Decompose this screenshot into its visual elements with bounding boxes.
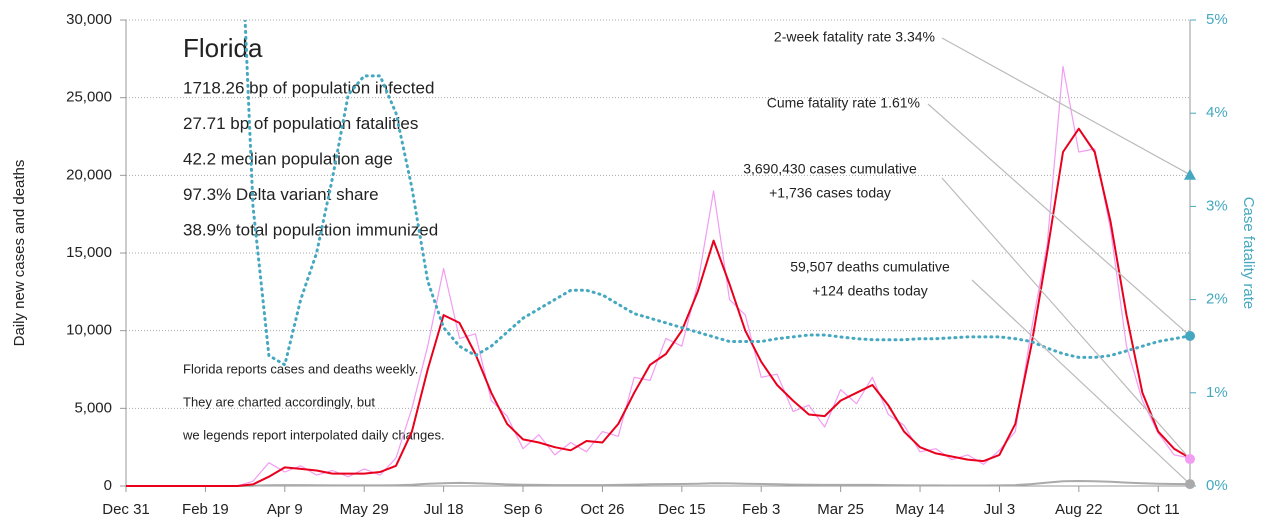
x-tick-label: Mar 25 [817,501,864,518]
info-line: 97.3% Delta variant share [183,185,379,204]
annotation-text: 59,507 deaths cumulative [790,259,950,275]
y2-tick-label: 0% [1206,477,1228,494]
y2-tick-label: 1% [1206,384,1228,401]
y2-tick-label: 4% [1206,104,1228,121]
note-line: They are charted accordingly, but [183,394,375,409]
y-tick-label: 25,000 [66,89,112,106]
series-line [243,20,1190,367]
info-line: 1718.26 bp of population infected [183,78,434,97]
x-tick-label: Sep 6 [503,501,542,518]
x-tick-label: Oct 11 [1137,501,1180,518]
series-line [126,127,1190,487]
leader-line [927,103,1191,337]
x-tick-label: Aug 22 [1055,501,1103,518]
x-tick-label: Dec 15 [658,501,706,518]
x-tick-label: Feb 19 [182,501,229,518]
plot-area [126,20,1190,487]
annotation-text: Cume fatality rate 1.61% [767,95,920,111]
x-tick-label: May 29 [340,501,389,518]
x-tick-label: May 14 [895,501,944,518]
leader-line [941,177,1191,460]
leader-line [941,37,1191,176]
x-tick-label: Jul 3 [984,501,1016,518]
y-tick-label: 5,000 [74,399,112,416]
note-line: we legends report interpolated daily cha… [182,427,445,442]
annotation-text: 2-week fatality rate 3.34% [774,29,935,45]
leader-line [971,279,1191,485]
info-line: 42.2 median population age [183,149,393,168]
annotation-text: 3,690,430 cases cumulative [743,161,917,177]
x-tick-label: Oct 26 [580,501,624,518]
y2-tick-label: 5% [1206,11,1228,28]
y2-tick-label: 3% [1206,197,1228,214]
y-tick-label: 0 [104,477,112,494]
x-tick-label: Feb 3 [742,501,780,518]
x-tick-label: Dec 31 [102,501,150,518]
info-line: 38.9% total population immunized [183,220,438,239]
annotation-marker [1184,168,1196,180]
x-tick-label: Apr 9 [267,501,303,518]
y2-axis-label: Case fatality rate [1240,197,1257,310]
y-tick-label: 20,000 [66,166,112,183]
info-line: 27.71 bp of population fatalities [183,114,418,133]
y2-tick-label: 2% [1206,291,1228,308]
series-line [126,480,1190,487]
annotation-text: +124 deaths today [812,283,928,299]
x-tick-label: Jul 18 [424,501,464,518]
annotation-text: +1,736 cases today [769,185,891,201]
y-axis-label: Daily new cases and deaths [11,160,28,347]
info-title: Florida [183,33,263,63]
annotation-marker [1185,330,1195,341]
annotation-marker [1185,479,1195,490]
y-tick-label: 15,000 [66,244,112,261]
y-tick-label: 30,000 [66,11,112,28]
annotation-marker [1185,454,1195,465]
y-tick-label: 10,000 [66,322,112,339]
note-line: Florida reports cases and deaths weekly. [183,361,418,376]
